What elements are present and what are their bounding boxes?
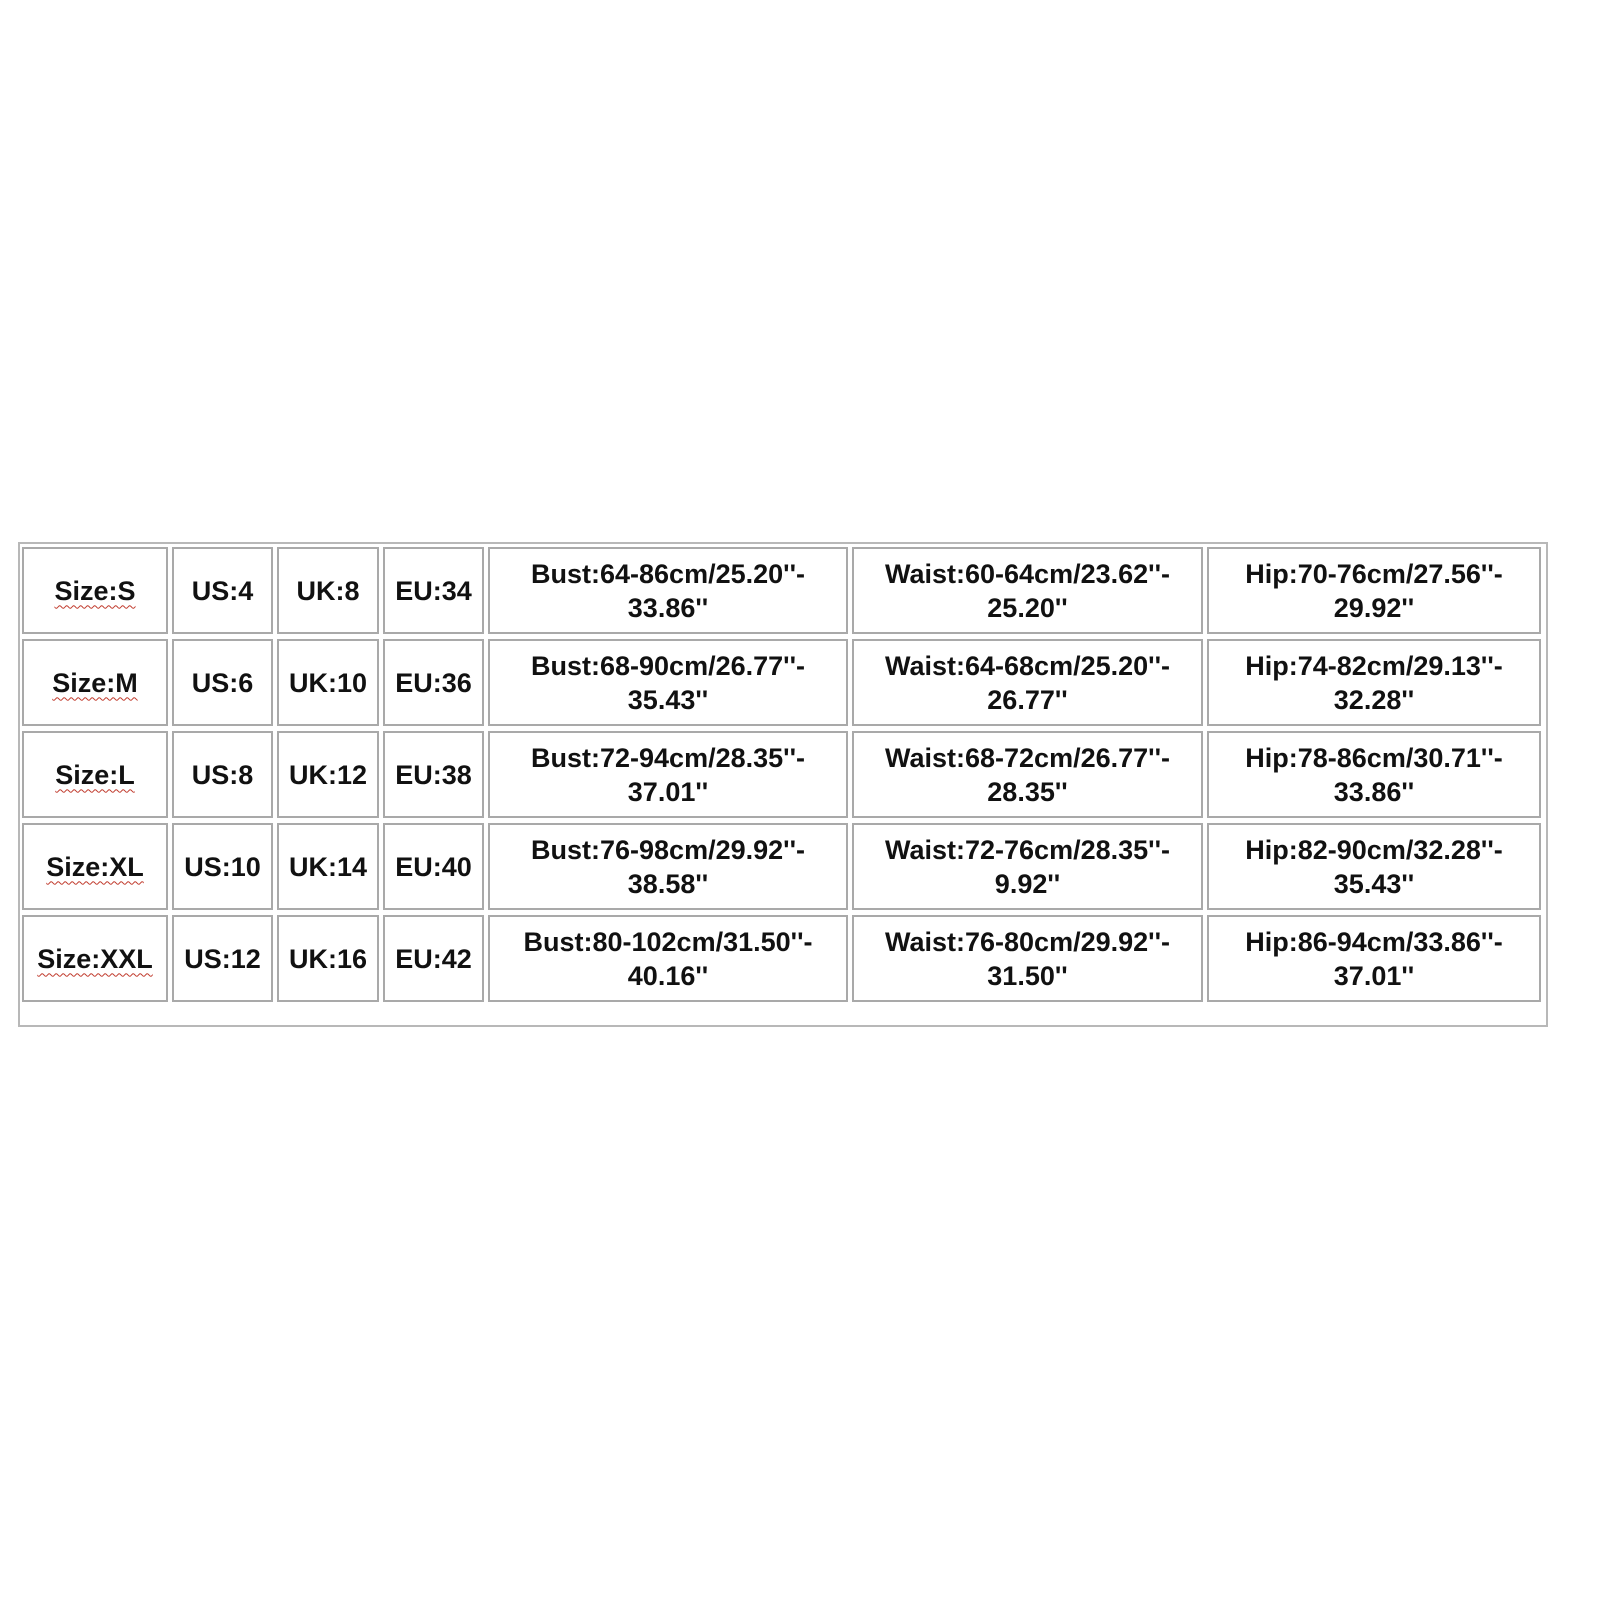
size-cell: Size:M bbox=[22, 639, 168, 726]
uk-size-cell: UK:14 bbox=[277, 823, 379, 910]
hip-measurement-line: 32.28'' bbox=[1333, 684, 1415, 715]
hip-measurement-line: 37.01'' bbox=[1333, 960, 1415, 991]
hip-measurement-line: 29.92'' bbox=[1333, 592, 1415, 623]
bust-measurement-line: 37.01'' bbox=[627, 776, 709, 807]
us-label: US:6 bbox=[191, 667, 254, 698]
table-row: Size:L US:8 UK:12 EU:38 Bust:72-94cm/28.35''… bbox=[22, 731, 1541, 818]
eu-size-cell: EU:34 bbox=[383, 547, 484, 634]
size-label: Size:M bbox=[52, 667, 138, 698]
us-label: US:10 bbox=[184, 851, 261, 882]
waist-cell: Waist:68-72cm/26.77''- 28.35'' bbox=[852, 731, 1203, 818]
eu-size-cell: EU:42 bbox=[383, 915, 484, 1002]
uk-label: UK:16 bbox=[288, 943, 368, 974]
waist-measurement-line: 26.77'' bbox=[987, 684, 1068, 715]
size-chart-table: Size:S US:4 UK:8 EU:34 Bust:64-86cm/25.20''-… bbox=[18, 542, 1545, 1007]
bust-cell: Bust:80-102cm/31.50''- 40.16'' bbox=[488, 915, 848, 1002]
hip-measurement-line: Hip:78-86cm/30.71''- bbox=[1245, 742, 1503, 773]
eu-size-cell: EU:40 bbox=[383, 823, 484, 910]
table-row: Size:XXL US:12 UK:16 EU:42 Bust:80-102cm/31.… bbox=[22, 915, 1541, 1002]
bust-measurement-line: Bust:76-98cm/29.92''- bbox=[531, 834, 805, 865]
uk-size-cell: UK:8 bbox=[277, 547, 379, 634]
waist-measurement-line: 25.20'' bbox=[987, 592, 1068, 623]
size-label: Size:S bbox=[54, 575, 136, 606]
waist-cell: Waist:76-80cm/29.92''- 31.50'' bbox=[852, 915, 1203, 1002]
table-row: Size:S US:4 UK:8 EU:34 Bust:64-86cm/25.20''-… bbox=[22, 547, 1541, 634]
bust-cell: Bust:76-98cm/29.92''- 38.58'' bbox=[488, 823, 848, 910]
waist-measurement-line: Waist:72-76cm/28.35''- bbox=[885, 834, 1170, 865]
bust-measurement-line: 35.43'' bbox=[627, 684, 709, 715]
uk-size-cell: UK:16 bbox=[277, 915, 379, 1002]
uk-size-cell: UK:10 bbox=[277, 639, 379, 726]
hip-cell: Hip:82-90cm/32.28''- 35.43'' bbox=[1207, 823, 1541, 910]
table-row: Size:M US:6 UK:10 EU:36 Bust:68-90cm/26.77''… bbox=[22, 639, 1541, 726]
uk-label: UK:14 bbox=[288, 851, 368, 882]
hip-cell: Hip:86-94cm/33.86''- 37.01'' bbox=[1207, 915, 1541, 1002]
uk-size-cell: UK:12 bbox=[277, 731, 379, 818]
us-size-cell: US:6 bbox=[172, 639, 273, 726]
waist-measurement-line: Waist:64-68cm/25.20''- bbox=[885, 650, 1170, 681]
bust-measurement-line: Bust:80-102cm/31.50''- bbox=[523, 926, 813, 957]
hip-cell: Hip:78-86cm/30.71''- 33.86'' bbox=[1207, 731, 1541, 818]
eu-label: EU:38 bbox=[395, 759, 472, 790]
eu-label: EU:36 bbox=[395, 667, 472, 698]
eu-label: EU:34 bbox=[395, 575, 472, 606]
size-cell: Size:XXL bbox=[22, 915, 168, 1002]
bust-cell: Bust:72-94cm/28.35''- 37.01'' bbox=[488, 731, 848, 818]
hip-measurement-line: 35.43'' bbox=[1333, 868, 1415, 899]
size-cell: Size:XL bbox=[22, 823, 168, 910]
bust-measurement-line: 38.58'' bbox=[627, 868, 709, 899]
waist-cell: Waist:64-68cm/25.20''- 26.77'' bbox=[852, 639, 1203, 726]
us-label: US:8 bbox=[191, 759, 254, 790]
us-size-cell: US:12 bbox=[172, 915, 273, 1002]
uk-label: UK:8 bbox=[296, 575, 360, 606]
us-size-cell: US:8 bbox=[172, 731, 273, 818]
waist-measurement-line: Waist:76-80cm/29.92''- bbox=[885, 926, 1170, 957]
bust-measurement-line: 40.16'' bbox=[627, 960, 709, 991]
hip-measurement-line: Hip:86-94cm/33.86''- bbox=[1245, 926, 1503, 957]
waist-measurement-line: 9.92'' bbox=[994, 868, 1061, 899]
hip-measurement-line: 33.86'' bbox=[1333, 776, 1415, 807]
eu-size-cell: EU:38 bbox=[383, 731, 484, 818]
waist-measurement-line: 31.50'' bbox=[987, 960, 1068, 991]
hip-measurement-line: Hip:74-82cm/29.13''- bbox=[1245, 650, 1503, 681]
size-cell: Size:S bbox=[22, 547, 168, 634]
waist-cell: Waist:72-76cm/28.35''- 9.92'' bbox=[852, 823, 1203, 910]
bust-measurement-line: Bust:68-90cm/26.77''- bbox=[531, 650, 805, 681]
waist-cell: Waist:60-64cm/23.62''- 25.20'' bbox=[852, 547, 1203, 634]
bust-cell: Bust:68-90cm/26.77''- 35.43'' bbox=[488, 639, 848, 726]
hip-cell: Hip:74-82cm/29.13''- 32.28'' bbox=[1207, 639, 1541, 726]
bust-measurement-line: 33.86'' bbox=[627, 592, 709, 623]
hip-cell: Hip:70-76cm/27.56''- 29.92'' bbox=[1207, 547, 1541, 634]
size-chart: Size:S US:4 UK:8 EU:34 Bust:64-86cm/25.20''-… bbox=[18, 542, 1548, 1027]
us-size-cell: US:4 bbox=[172, 547, 273, 634]
eu-size-cell: EU:36 bbox=[383, 639, 484, 726]
table-row: Size:XL US:10 UK:14 EU:40 Bust:76-98cm/29.92… bbox=[22, 823, 1541, 910]
uk-label: UK:12 bbox=[288, 759, 368, 790]
bust-measurement-line: Bust:72-94cm/28.35''- bbox=[531, 742, 805, 773]
size-label: Size:L bbox=[55, 759, 135, 790]
eu-label: EU:40 bbox=[395, 851, 472, 882]
us-label: US:4 bbox=[191, 575, 254, 606]
size-label: Size:XL bbox=[46, 851, 144, 882]
eu-label: EU:42 bbox=[395, 943, 472, 974]
uk-label: UK:10 bbox=[288, 667, 368, 698]
waist-measurement-line: Waist:60-64cm/23.62''- bbox=[885, 558, 1170, 589]
size-cell: Size:L bbox=[22, 731, 168, 818]
us-label: US:12 bbox=[184, 943, 261, 974]
hip-measurement-line: Hip:70-76cm/27.56''- bbox=[1245, 558, 1503, 589]
bust-cell: Bust:64-86cm/25.20''- 33.86'' bbox=[488, 547, 848, 634]
us-size-cell: US:10 bbox=[172, 823, 273, 910]
bust-measurement-line: Bust:64-86cm/25.20''- bbox=[531, 558, 805, 589]
hip-measurement-line: Hip:82-90cm/32.28''- bbox=[1245, 834, 1503, 865]
waist-measurement-line: Waist:68-72cm/26.77''- bbox=[885, 742, 1170, 773]
size-label: Size:XXL bbox=[37, 943, 153, 974]
waist-measurement-line: 28.35'' bbox=[987, 776, 1068, 807]
